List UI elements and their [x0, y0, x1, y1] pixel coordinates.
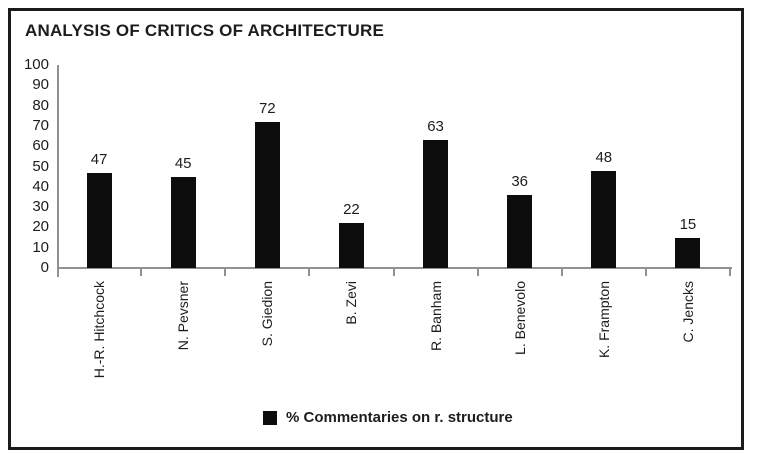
x-axis-label: C. Jencks	[679, 281, 696, 343]
chart-frame: ANALYSIS OF CRITICS OF ARCHITECTURE 0 10 2…	[8, 8, 744, 450]
y-axis-label: 60	[32, 137, 49, 155]
x-axis-tick	[560, 267, 563, 276]
bar-value-label: 15	[679, 215, 697, 233]
y-axis-label: 10	[32, 238, 49, 256]
bar	[423, 140, 449, 268]
legend-marker-icon	[263, 410, 277, 425]
y-axis-label: 100	[23, 56, 49, 73]
y-axis-label: 20	[32, 218, 49, 236]
y-axis-line	[57, 65, 59, 277]
bar-value-label: 22	[343, 201, 360, 219]
y-axis-label: 90	[32, 76, 49, 94]
chart-title: ANALYSIS OF CRITICS OF ARCHITECTURE	[25, 21, 384, 40]
bar	[675, 237, 701, 268]
x-axis-tick	[140, 267, 143, 276]
legend-label: % Commentaries on r. structure	[286, 409, 513, 426]
x-axis-tick	[729, 267, 731, 276]
bar	[86, 172, 112, 268]
bar	[591, 170, 617, 268]
y-axis-label: 80	[32, 96, 49, 114]
x-axis-label: K. Frampton	[595, 281, 612, 359]
bar-value-label: 47	[90, 150, 108, 168]
bar-value-label: 72	[258, 99, 276, 117]
x-axis-tick	[224, 267, 227, 276]
bar	[170, 176, 196, 268]
plot-area: 0 10 20 30 40 50 60 70 80 90 100 47 H.-R. Hitchcock 4…	[11, 11, 741, 447]
x-axis-label: S. Giedion	[259, 281, 276, 347]
x-axis-tick	[644, 267, 647, 276]
bar-value-label: 36	[511, 172, 529, 190]
bar-value-label: 48	[595, 148, 613, 166]
bar	[254, 121, 280, 268]
x-axis-label: R. Banham	[427, 281, 444, 352]
y-axis-label: 40	[32, 177, 49, 195]
x-axis-label: N. Pevsner	[175, 281, 192, 351]
bar-value-label: 45	[174, 154, 192, 172]
y-axis-label: 50	[32, 157, 49, 175]
y-axis-label: 0	[40, 259, 49, 276]
x-axis-tick	[392, 267, 395, 276]
y-axis-label: 30	[32, 198, 49, 216]
x-axis-label: L. Benevolo	[511, 281, 528, 355]
x-axis-label: B. Zevi	[343, 281, 360, 325]
bar	[507, 194, 533, 268]
x-axis-label: H.-R. Hitchcock	[91, 281, 108, 379]
bar	[338, 223, 364, 268]
legend: % Commentaries on r. structure	[263, 409, 513, 426]
x-axis-line	[57, 267, 732, 269]
y-axis-label: 70	[32, 116, 49, 134]
x-axis-tick	[308, 267, 311, 276]
x-axis-tick	[476, 267, 479, 276]
bar-value-label: 63	[427, 118, 444, 136]
